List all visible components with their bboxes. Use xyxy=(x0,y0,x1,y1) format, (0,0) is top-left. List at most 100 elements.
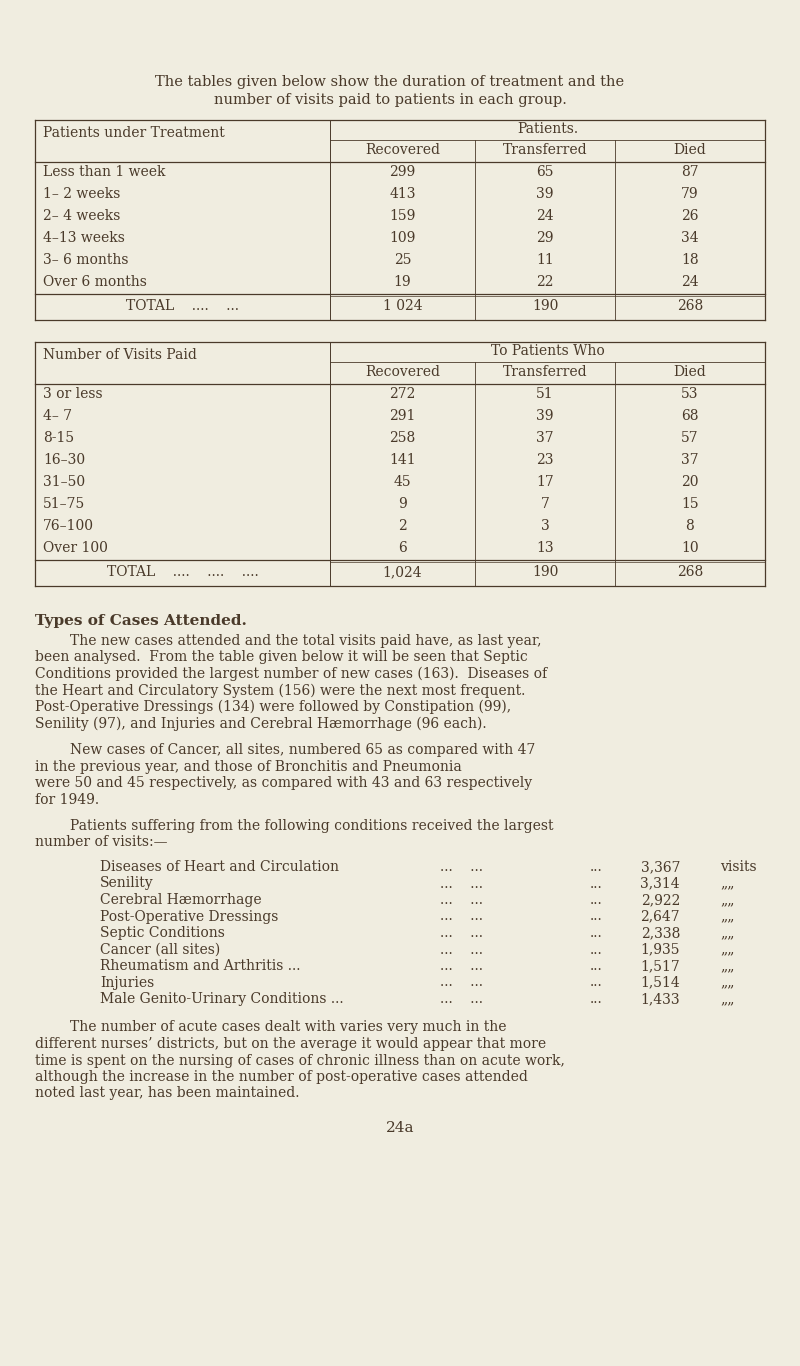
Text: different nurses’ districts, but on the average it would appear that more: different nurses’ districts, but on the … xyxy=(35,1037,546,1050)
Text: TOTAL    ....    ....    ....: TOTAL .... .... .... xyxy=(106,566,258,579)
Text: New cases of Cancer, all sites, numbered 65 as compared with 47: New cases of Cancer, all sites, numbered… xyxy=(35,743,535,757)
Text: ...: ... xyxy=(590,959,602,973)
Text: 57: 57 xyxy=(681,432,699,445)
Text: Died: Died xyxy=(674,143,706,157)
Text: 79: 79 xyxy=(681,187,699,201)
Text: Died: Died xyxy=(674,365,706,378)
Text: 3 or less: 3 or less xyxy=(43,387,102,402)
Text: 22: 22 xyxy=(536,275,554,290)
Text: ...    ...: ... ... xyxy=(440,959,483,973)
Text: ...: ... xyxy=(590,910,602,923)
Text: 20: 20 xyxy=(682,475,698,489)
Text: ...    ...: ... ... xyxy=(440,893,483,907)
Text: 9: 9 xyxy=(398,497,407,511)
Text: 24: 24 xyxy=(681,275,699,290)
Text: were 50 and 45 respectively, as compared with 43 and 63 respectively: were 50 and 45 respectively, as compared… xyxy=(35,776,532,790)
Text: The tables given below show the duration of treatment and the: The tables given below show the duration… xyxy=(155,75,625,89)
Text: 2,647: 2,647 xyxy=(640,910,680,923)
Text: 2,338: 2,338 xyxy=(641,926,680,940)
Text: the Heart and Circulatory System (156) were the next most frequent.: the Heart and Circulatory System (156) w… xyxy=(35,683,526,698)
Text: 10: 10 xyxy=(681,541,699,555)
Text: Over 100: Over 100 xyxy=(43,541,108,555)
Text: 26: 26 xyxy=(682,209,698,223)
Text: 11: 11 xyxy=(536,253,554,266)
Text: ...    ...: ... ... xyxy=(440,910,483,923)
Text: „„: „„ xyxy=(720,959,734,973)
Text: 1,514: 1,514 xyxy=(640,975,680,989)
Text: 4– 7: 4– 7 xyxy=(43,408,72,423)
Text: Senility (97), and Injuries and Cerebral Hæmorrhage (96 each).: Senility (97), and Injuries and Cerebral… xyxy=(35,717,486,731)
Text: Diseases of Heart and Circulation: Diseases of Heart and Circulation xyxy=(100,861,339,874)
Text: 19: 19 xyxy=(394,275,411,290)
Text: To Patients Who: To Patients Who xyxy=(490,344,604,358)
Text: 25: 25 xyxy=(394,253,411,266)
Text: 1,433: 1,433 xyxy=(640,992,680,1005)
Text: „„: „„ xyxy=(720,943,734,956)
Text: ...: ... xyxy=(590,943,602,956)
Text: „„: „„ xyxy=(720,926,734,940)
Text: 8-15: 8-15 xyxy=(43,432,74,445)
Text: 2: 2 xyxy=(398,519,407,533)
Text: 39: 39 xyxy=(536,408,554,423)
Text: ...: ... xyxy=(590,861,602,874)
Text: 17: 17 xyxy=(536,475,554,489)
Text: Less than 1 week: Less than 1 week xyxy=(43,165,166,179)
Text: 24a: 24a xyxy=(386,1121,414,1135)
Text: 258: 258 xyxy=(390,432,416,445)
Text: 45: 45 xyxy=(394,475,411,489)
Text: 3,367: 3,367 xyxy=(641,861,680,874)
Text: 2,922: 2,922 xyxy=(641,893,680,907)
Text: 268: 268 xyxy=(677,566,703,579)
Text: Types of Cases Attended.: Types of Cases Attended. xyxy=(35,613,247,628)
Text: Recovered: Recovered xyxy=(365,143,440,157)
Text: 31–50: 31–50 xyxy=(43,475,85,489)
Text: 6: 6 xyxy=(398,541,407,555)
Text: Senility: Senility xyxy=(100,877,154,891)
Text: 2– 4 weeks: 2– 4 weeks xyxy=(43,209,120,223)
Text: 23: 23 xyxy=(536,454,554,467)
Text: 37: 37 xyxy=(681,454,699,467)
Text: 141: 141 xyxy=(389,454,416,467)
Text: ...: ... xyxy=(590,877,602,891)
Text: „„: „„ xyxy=(720,992,734,1005)
Text: „„: „„ xyxy=(720,975,734,989)
Text: 159: 159 xyxy=(390,209,416,223)
Text: Conditions provided the largest number of new cases (163).  Diseases of: Conditions provided the largest number o… xyxy=(35,667,547,682)
Text: „„: „„ xyxy=(720,877,734,891)
Text: ...    ...: ... ... xyxy=(440,877,483,891)
Text: 3: 3 xyxy=(541,519,550,533)
Text: although the increase in the number of post-operative cases attended: although the increase in the number of p… xyxy=(35,1070,528,1085)
Text: ...    ...: ... ... xyxy=(440,975,483,989)
Text: 268: 268 xyxy=(677,299,703,313)
Text: 29: 29 xyxy=(536,231,554,245)
Text: Patients suffering from the following conditions received the largest: Patients suffering from the following co… xyxy=(35,820,554,833)
Text: 68: 68 xyxy=(682,408,698,423)
Text: 8: 8 xyxy=(686,519,694,533)
Text: 15: 15 xyxy=(681,497,699,511)
Text: TOTAL    ....    ...: TOTAL .... ... xyxy=(126,299,239,313)
Text: ...: ... xyxy=(590,893,602,907)
Text: 51–75: 51–75 xyxy=(43,497,86,511)
Text: 190: 190 xyxy=(532,299,558,313)
Text: 18: 18 xyxy=(681,253,699,266)
Text: 39: 39 xyxy=(536,187,554,201)
Text: 7: 7 xyxy=(541,497,550,511)
Text: noted last year, has been maintained.: noted last year, has been maintained. xyxy=(35,1086,299,1101)
Text: 65: 65 xyxy=(536,165,554,179)
Text: 1,935: 1,935 xyxy=(641,943,680,956)
Text: 109: 109 xyxy=(390,231,416,245)
Text: number of visits:—: number of visits:— xyxy=(35,836,167,850)
Text: 3– 6 months: 3– 6 months xyxy=(43,253,129,266)
Text: Injuries: Injuries xyxy=(100,975,154,989)
Text: number of visits paid to patients in each group.: number of visits paid to patients in eac… xyxy=(214,93,566,107)
Text: 1,517: 1,517 xyxy=(640,959,680,973)
Text: 190: 190 xyxy=(532,566,558,579)
Text: 1 024: 1 024 xyxy=(382,299,422,313)
Text: Septic Conditions: Septic Conditions xyxy=(100,926,225,940)
Text: 4–13 weeks: 4–13 weeks xyxy=(43,231,125,245)
Text: Post-Operative Dressings (134) were followed by Constipation (99),: Post-Operative Dressings (134) were foll… xyxy=(35,699,511,714)
Text: 13: 13 xyxy=(536,541,554,555)
Text: ...    ...: ... ... xyxy=(440,992,483,1005)
Text: 34: 34 xyxy=(681,231,699,245)
Text: 16–30: 16–30 xyxy=(43,454,85,467)
